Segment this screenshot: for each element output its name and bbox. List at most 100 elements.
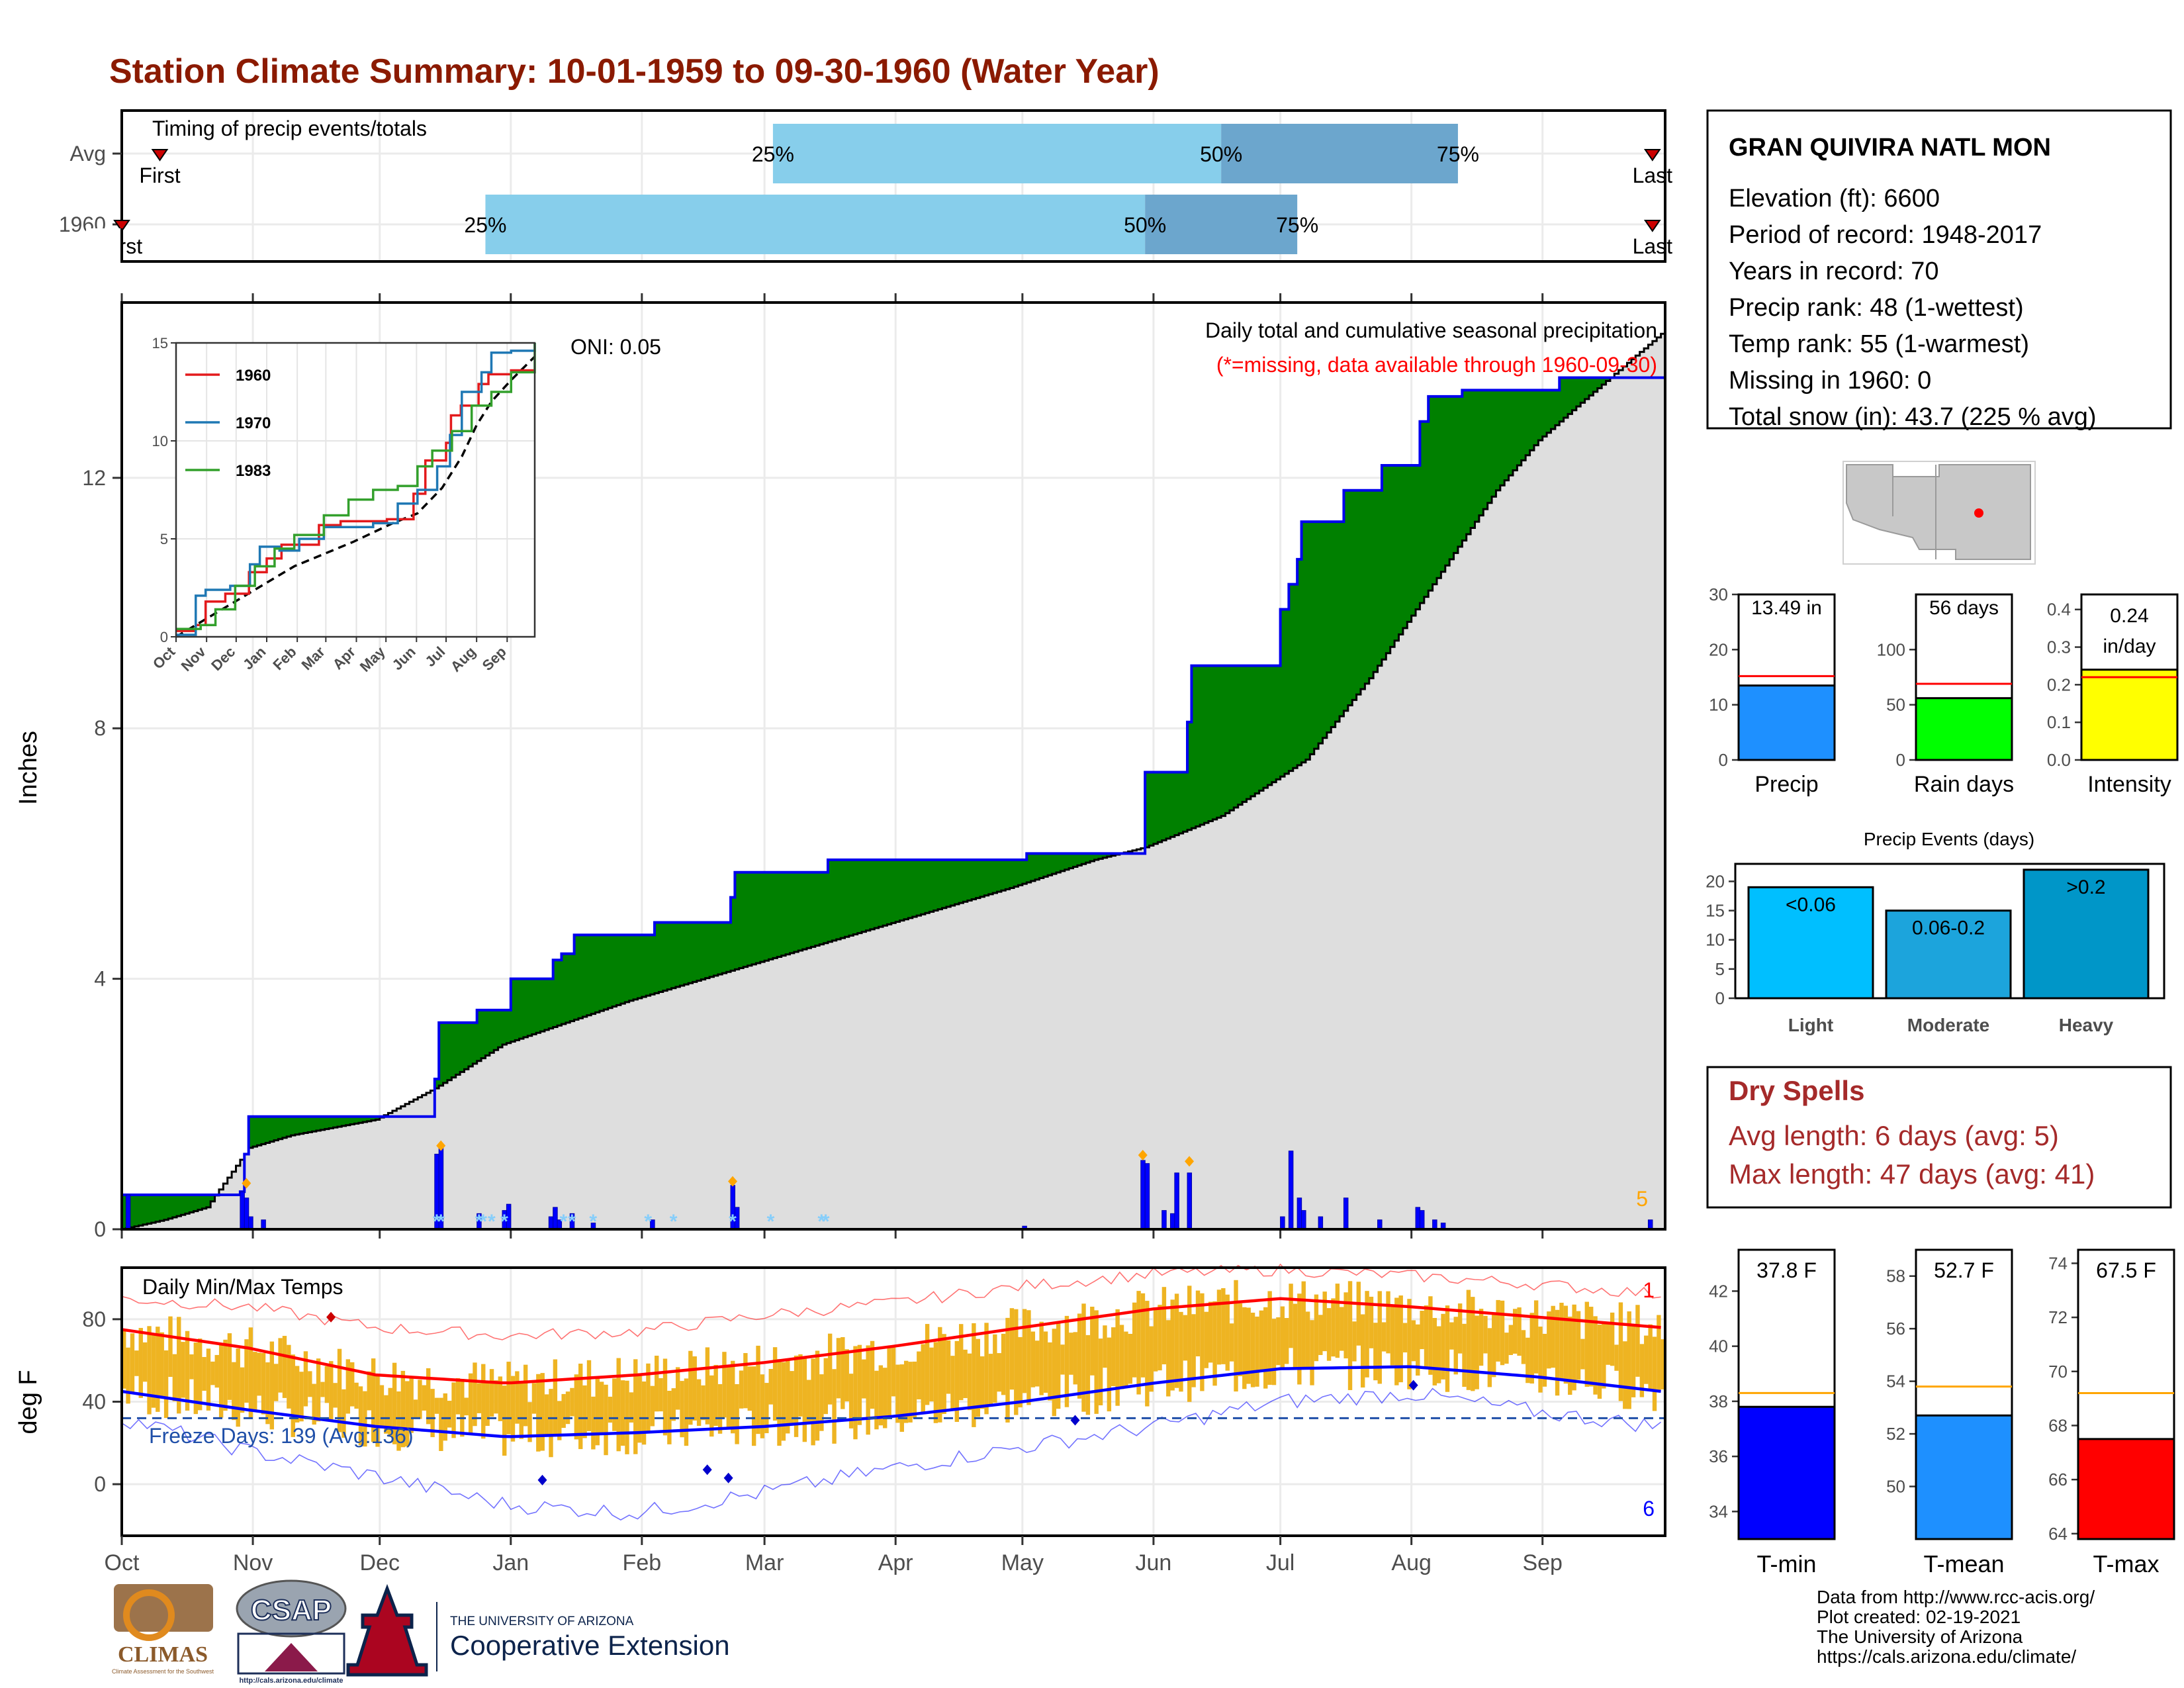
event-category: Light bbox=[1788, 1015, 1833, 1035]
snow-marker: * bbox=[433, 1211, 441, 1233]
mini-bar-label-unit: in/day bbox=[2103, 635, 2156, 657]
first-event-marker bbox=[151, 149, 169, 162]
ua-logo-top: THE UNIVERSITY OF ARIZONA bbox=[450, 1615, 634, 1628]
temp-bar-label: 37.8 F bbox=[1756, 1258, 1817, 1282]
temp-bar-ytick: 74 bbox=[2048, 1253, 2068, 1273]
station-name: GRAN QUIVIRA NATL MON bbox=[1729, 134, 2051, 162]
events-ytick: 0 bbox=[1715, 988, 1725, 1008]
event-bar-label: >0.2 bbox=[2066, 876, 2105, 898]
csap-logo-text: CSAP bbox=[251, 1594, 332, 1626]
pct-25: 25% bbox=[464, 213, 506, 237]
mini-ytick: 0 bbox=[1896, 750, 1905, 770]
temp-panel: 0 40 80 deg F Daily Min/Max Temps Freeze D… bbox=[15, 1263, 1666, 1575]
temp-ylabel: deg F bbox=[15, 1370, 42, 1434]
last-event-marker bbox=[1643, 220, 1661, 232]
temp-bar-value bbox=[1915, 1414, 2013, 1540]
temp-bar-ytick: 56 bbox=[1886, 1319, 1905, 1338]
timing-bar-50-75 bbox=[1221, 124, 1458, 183]
month-label: Apr bbox=[878, 1550, 913, 1575]
station-info-line: Elevation (ft): 6600 bbox=[1729, 185, 1940, 212]
mini-bar-category: Precip bbox=[1754, 772, 1818, 797]
heavy-event-marker bbox=[728, 1176, 738, 1187]
climas-logo: CLIMAS Climate Assessment for the Southw… bbox=[112, 1584, 214, 1675]
month-label: Jan bbox=[492, 1550, 529, 1575]
record-low-line bbox=[121, 1387, 1662, 1521]
mini-ytick: 10 bbox=[1709, 695, 1728, 715]
mini-ytick: 30 bbox=[1709, 585, 1728, 604]
ua-logo-bottom: Cooperative Extension bbox=[450, 1630, 730, 1661]
daily-precip-bar bbox=[248, 1216, 253, 1230]
last-event-marker bbox=[1643, 149, 1661, 162]
station-info-line: Temp rank: 55 (1-warmest) bbox=[1729, 330, 2029, 358]
temp-bar-ytick: 64 bbox=[2048, 1524, 2068, 1544]
temp-bar-label: 67.5 F bbox=[2096, 1258, 2156, 1282]
timing-bar-50-75 bbox=[1145, 195, 1298, 254]
month-label: Mar bbox=[745, 1550, 784, 1575]
temp-bar-chart-3: 64 66 68 70 72 74 67.5 F T-max bbox=[2048, 1248, 2175, 1577]
heavy-event-marker bbox=[242, 1178, 251, 1189]
credit-line: https://cals.arizona.edu/climate/ bbox=[1817, 1646, 2076, 1667]
snow-marker: * bbox=[560, 1211, 568, 1233]
mini-bar-label: 56 days bbox=[1929, 597, 1999, 619]
daily-precip-bar bbox=[1280, 1216, 1285, 1230]
first-label: First bbox=[139, 164, 180, 187]
temp-bar-ytick: 68 bbox=[2048, 1415, 2068, 1435]
inset-legend-label: 1983 bbox=[236, 462, 271, 480]
record-low-count: 6 bbox=[1643, 1497, 1655, 1521]
climas-logo-subtitle: Climate Assessment for the Southwest bbox=[112, 1668, 214, 1675]
daily-precip-bar bbox=[261, 1219, 266, 1230]
daily-precip-bar bbox=[1169, 1213, 1175, 1230]
first-event-marker bbox=[113, 220, 130, 232]
month-label: Dec bbox=[359, 1550, 399, 1575]
csap-logo-url: http://cals.arizona.edu/climate bbox=[239, 1677, 343, 1685]
event-bar-label: 0.06-0.2 bbox=[1912, 917, 1985, 939]
daily-precip-bar bbox=[1647, 1219, 1653, 1230]
temp-title: Daily Min/Max Temps bbox=[142, 1275, 343, 1299]
month-label: Jun bbox=[1136, 1550, 1172, 1575]
daily-precip-bar bbox=[244, 1197, 250, 1230]
pct-50: 50% bbox=[1200, 142, 1242, 166]
daily-precip-bar bbox=[125, 1194, 131, 1230]
mini-ytick: 0.2 bbox=[2047, 675, 2071, 694]
month-label: Aug bbox=[1391, 1550, 1432, 1575]
temp-bar-category: T-mean bbox=[1923, 1550, 2004, 1577]
row-label: Avg bbox=[69, 142, 106, 165]
freeze-days: Freeze Days: 139 (Avg:136) bbox=[149, 1424, 414, 1448]
snow-marker: * bbox=[644, 1211, 652, 1233]
temp-bar-chart-2: 50 52 54 56 58 52.7 F T-mean bbox=[1886, 1248, 2013, 1577]
event-category: Heavy bbox=[2059, 1015, 2114, 1035]
inset-month-label: Nov bbox=[178, 643, 210, 675]
mini-bar-label: 0.24 bbox=[2110, 605, 2148, 627]
event-bar-moderate bbox=[1885, 910, 2012, 1000]
precip-ytick: 4 bbox=[94, 967, 106, 991]
precip-ytick: 0 bbox=[94, 1217, 106, 1241]
daily-precip-bar bbox=[1174, 1172, 1179, 1230]
dry-spells-box: Dry Spells Avg length: 6 days (avg: 5) M… bbox=[1706, 1066, 2172, 1209]
inset-month-label: Aug bbox=[447, 643, 479, 675]
mini-ytick: 100 bbox=[1877, 639, 1905, 659]
heavy-event-marker bbox=[1138, 1149, 1148, 1160]
event-bar-heavy bbox=[2023, 868, 2150, 1000]
dry-spells-max: Max length: 47 days (avg: 41) bbox=[1729, 1158, 2095, 1190]
inset-ytick: 10 bbox=[152, 433, 168, 449]
snow-marker: * bbox=[817, 1211, 825, 1233]
daily-precip-bar bbox=[1297, 1197, 1302, 1230]
temp-bar-ytick: 38 bbox=[1709, 1391, 1728, 1411]
inset-legend-label: 1970 bbox=[236, 414, 271, 432]
dry-spells-title: Dry Spells bbox=[1729, 1075, 1864, 1106]
timing-bar-25-50 bbox=[485, 195, 1146, 254]
record-marker bbox=[537, 1474, 547, 1485]
temp-bar-value bbox=[2077, 1438, 2175, 1540]
snow-marker: * bbox=[475, 1211, 483, 1233]
temp-ytick: 0 bbox=[94, 1472, 106, 1496]
snow-marker: * bbox=[500, 1211, 508, 1233]
daily-precip-bar bbox=[1288, 1150, 1294, 1230]
dry-spells-avg: Avg length: 6 days (avg: 5) bbox=[1729, 1120, 2059, 1151]
mini-ytick: 0.4 bbox=[2047, 600, 2071, 620]
temp-bar-chart-1: 34 36 38 40 42 37.8 F T-min bbox=[1709, 1248, 1836, 1577]
pct-75: 75% bbox=[1276, 213, 1318, 237]
daily-precip-bar bbox=[1144, 1163, 1150, 1230]
inset-month-label: May bbox=[357, 643, 388, 675]
events-ytick: 5 bbox=[1715, 959, 1725, 979]
station-info-line: Missing in 1960: 0 bbox=[1729, 367, 1931, 395]
